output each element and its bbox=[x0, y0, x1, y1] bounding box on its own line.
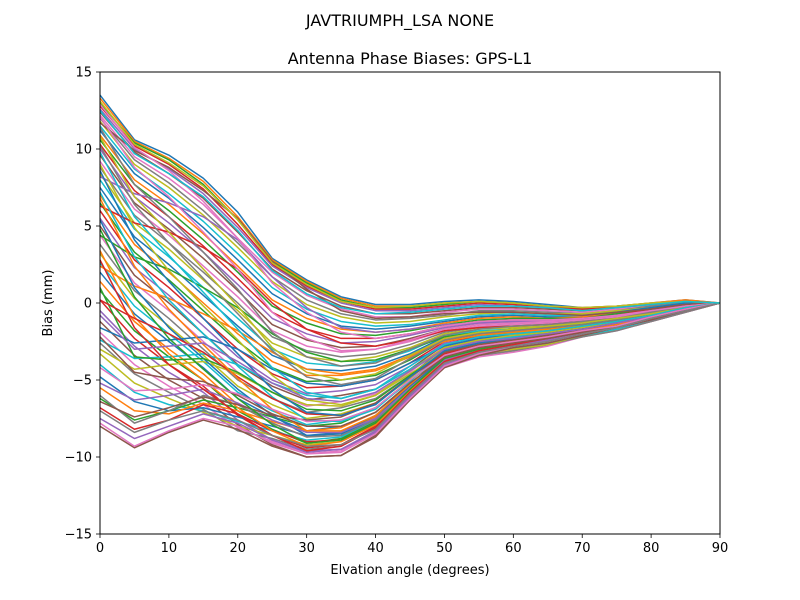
y-tick-label: 0 bbox=[84, 297, 92, 312]
x-tick-label: 0 bbox=[96, 541, 104, 556]
x-axis: 0 10 20 30 40 50 60 70 80 90 bbox=[96, 534, 728, 556]
y-tick-label: 5 bbox=[84, 220, 92, 235]
axes-background bbox=[100, 72, 720, 534]
series-line bbox=[99, 122, 721, 320]
x-tick-label: 80 bbox=[643, 541, 660, 556]
x-tick-label: 70 bbox=[574, 541, 591, 556]
x-tick-label: 60 bbox=[505, 541, 522, 556]
series-line bbox=[99, 116, 721, 352]
x-tick-label: 40 bbox=[367, 541, 384, 556]
chart-title: Antenna Phase Biases: GPS-L1 bbox=[288, 49, 533, 68]
series-line bbox=[99, 110, 721, 315]
series-line bbox=[99, 151, 721, 400]
x-tick-label: 30 bbox=[298, 541, 315, 556]
y-axis: −15 −10 −5 0 5 10 15 bbox=[65, 66, 100, 543]
x-tick-label: 10 bbox=[161, 541, 178, 556]
y-tick-label: −15 bbox=[65, 528, 92, 543]
series-line bbox=[99, 302, 721, 403]
y-tick-label: 15 bbox=[75, 66, 92, 81]
x-tick-label: 90 bbox=[712, 541, 729, 556]
y-tick-label: −10 bbox=[65, 451, 92, 466]
x-tick-label: 20 bbox=[230, 541, 247, 556]
series-line bbox=[99, 120, 720, 324]
series-line bbox=[99, 145, 721, 386]
x-axis-label: Elvation angle (degrees) bbox=[330, 563, 489, 578]
series-layer bbox=[99, 94, 721, 458]
x-tick-label: 50 bbox=[436, 541, 453, 556]
series-line bbox=[99, 103, 721, 340]
y-tick-label: 10 bbox=[75, 143, 92, 158]
series-line bbox=[99, 139, 721, 337]
y-axis-label: Bias (mm) bbox=[41, 270, 56, 337]
y-tick-label: −5 bbox=[73, 374, 92, 389]
series-line bbox=[99, 302, 721, 423]
series-line bbox=[99, 302, 721, 447]
series-line bbox=[99, 197, 721, 432]
series-line bbox=[99, 100, 721, 309]
plot-area bbox=[99, 71, 721, 535]
figure-suptitle: JAVTRIUMPH_LSA NONE bbox=[305, 11, 494, 31]
series-line bbox=[99, 136, 721, 381]
